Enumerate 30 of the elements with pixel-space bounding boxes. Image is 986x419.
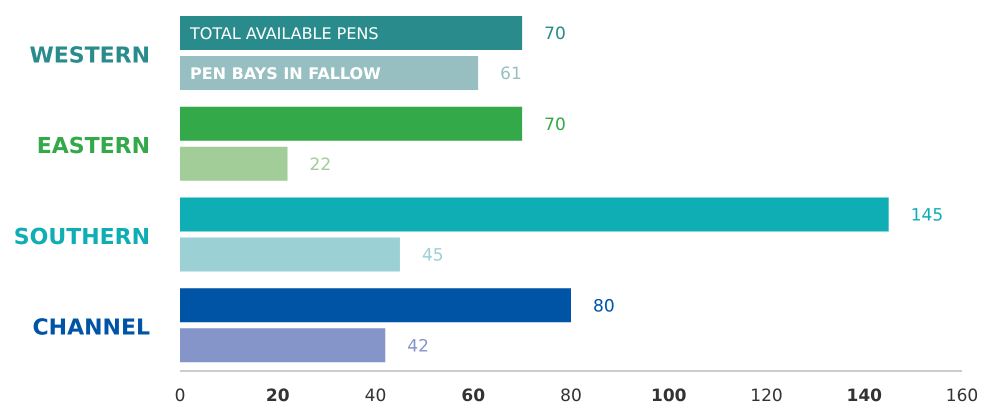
data-label: 45 <box>422 246 444 266</box>
y-tick-label: CHANNEL <box>32 316 150 341</box>
data-label: 70 <box>544 24 566 44</box>
series-label: PEN BAYS IN FALLOW <box>190 64 382 83</box>
bar <box>180 198 889 232</box>
series-label: TOTAL AVAILABLE PENS <box>189 24 379 43</box>
bar <box>180 106 522 141</box>
bar <box>180 146 288 181</box>
data-label: 22 <box>310 154 332 175</box>
y-tick-label: SOUTHERN <box>14 224 150 250</box>
x-tick-label: 60 <box>461 386 486 406</box>
x-tick-label: 20 <box>266 386 290 406</box>
x-tick-label: 0 <box>174 386 186 406</box>
data-label: 42 <box>407 336 429 356</box>
x-tick-label: 100 <box>651 386 687 406</box>
bar <box>180 16 522 50</box>
bar <box>180 328 386 362</box>
bar <box>180 288 571 322</box>
x-tick-label: 160 <box>946 386 978 406</box>
x-tick-label: 140 <box>846 386 882 406</box>
data-label: 61 <box>500 64 522 84</box>
bar <box>180 238 400 272</box>
data-label: 70 <box>544 114 566 135</box>
y-tick-label: EASTERN <box>36 134 150 160</box>
data-label: 145 <box>910 206 944 226</box>
x-tick-label: 120 <box>750 386 783 406</box>
data-label: 80 <box>593 296 615 316</box>
x-tick-label: 80 <box>560 386 582 406</box>
x-tick-label: 40 <box>364 386 386 406</box>
y-tick-label: WESTERN <box>29 43 150 68</box>
